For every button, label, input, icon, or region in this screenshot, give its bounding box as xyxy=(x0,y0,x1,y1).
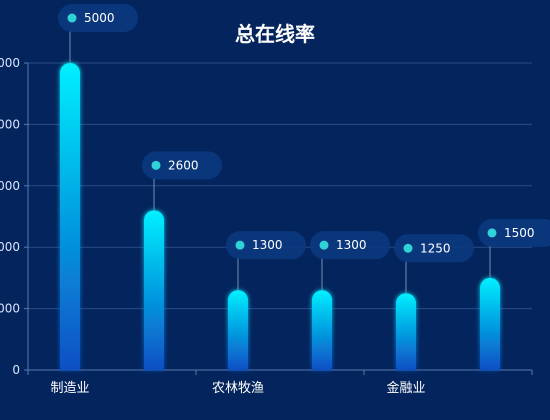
data-label-dot xyxy=(403,243,413,253)
y-tick-label: 4000 xyxy=(0,117,20,131)
y-tick-label: 2000 xyxy=(0,240,20,254)
data-label-dot xyxy=(151,160,161,170)
data-label-dot xyxy=(235,240,245,250)
bar xyxy=(60,63,80,370)
data-label-bubble xyxy=(58,4,138,32)
data-label-dot xyxy=(67,13,77,23)
data-label-bubble xyxy=(142,151,222,180)
data-label: 1250 xyxy=(420,241,451,255)
bar xyxy=(144,210,164,370)
x-category-label: 农林牧渔 xyxy=(212,381,264,396)
data-label: 1300 xyxy=(336,238,367,252)
data-label-bubble xyxy=(394,234,474,263)
data-label-dot xyxy=(487,228,497,238)
y-tick-label: 0 xyxy=(12,363,20,377)
data-label-dot xyxy=(319,240,329,250)
bar xyxy=(396,293,416,370)
data-label-bubble xyxy=(226,231,306,260)
data-label: 2600 xyxy=(168,158,199,172)
y-tick-label: 5000 xyxy=(0,56,20,70)
y-tick-label: 1000 xyxy=(0,302,20,316)
data-label: 5000 xyxy=(84,11,115,25)
bar xyxy=(312,290,332,370)
x-category-label: 金融业 xyxy=(386,380,425,396)
data-label-bubble xyxy=(310,231,390,260)
data-label-bubble xyxy=(478,218,550,247)
y-tick-label: 3000 xyxy=(0,179,20,193)
data-label: 1300 xyxy=(252,238,283,252)
data-label: 1500 xyxy=(504,226,535,240)
chart-title: 总在线率 xyxy=(235,22,315,46)
bar xyxy=(228,290,248,370)
bar xyxy=(480,277,500,370)
x-category-label: 制造业 xyxy=(50,381,89,396)
